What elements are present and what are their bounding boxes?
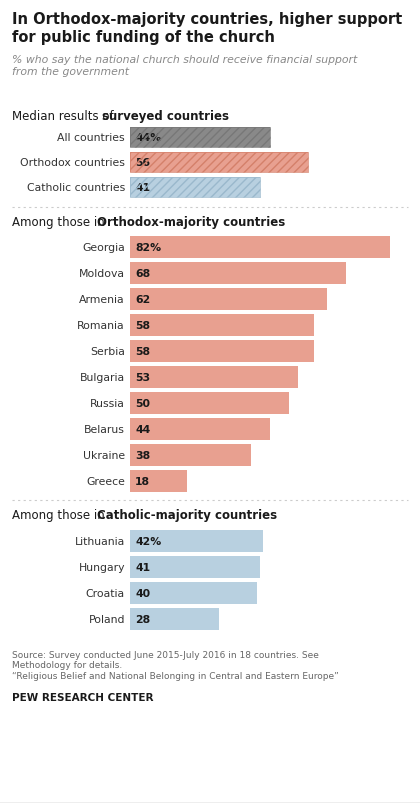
- Text: surveyed countries: surveyed countries: [102, 110, 229, 123]
- Text: Lithuania: Lithuania: [75, 536, 125, 546]
- Text: 41: 41: [135, 183, 150, 193]
- Bar: [130, 237, 391, 259]
- Bar: [130, 128, 270, 148]
- Text: 41: 41: [135, 562, 150, 573]
- Text: 68: 68: [135, 269, 150, 279]
- Text: 28: 28: [135, 614, 150, 624]
- Bar: [130, 340, 314, 362]
- Text: Orthodox countries: Orthodox countries: [20, 158, 125, 168]
- Bar: [130, 315, 314, 336]
- Text: Bulgaria: Bulgaria: [80, 373, 125, 382]
- Text: Georgia: Georgia: [82, 243, 125, 253]
- Text: 58: 58: [135, 320, 150, 331]
- Text: 38: 38: [135, 450, 150, 460]
- Text: Romania: Romania: [77, 320, 125, 331]
- Text: Orthodox-majority countries: Orthodox-majority countries: [97, 216, 285, 229]
- Bar: [130, 153, 308, 173]
- Text: Greece: Greece: [86, 476, 125, 487]
- Text: % who say the national church should receive financial support
from the governme: % who say the national church should rec…: [12, 55, 357, 76]
- Text: Source: Survey conducted June 2015-July 2016 in 18 countries. See
Methodology fo: Source: Survey conducted June 2015-July …: [12, 650, 339, 680]
- Bar: [130, 556, 260, 578]
- Text: In Orthodox-majority countries, higher support: In Orthodox-majority countries, higher s…: [12, 12, 402, 27]
- Bar: [130, 366, 298, 389]
- Text: PEW RESEARCH CENTER: PEW RESEARCH CENTER: [12, 692, 153, 702]
- Text: Median results of: Median results of: [12, 110, 117, 123]
- Bar: [130, 471, 187, 492]
- Text: Ukraine: Ukraine: [83, 450, 125, 460]
- Bar: [130, 582, 257, 604]
- Text: 62: 62: [135, 295, 150, 304]
- Text: 53: 53: [135, 373, 150, 382]
- Bar: [130, 263, 346, 284]
- Bar: [130, 393, 289, 414]
- Text: 44%: 44%: [135, 132, 161, 143]
- Text: All countries: All countries: [58, 132, 125, 143]
- Bar: [130, 608, 219, 630]
- Text: Armenia: Armenia: [79, 295, 125, 304]
- Text: 58: 58: [135, 347, 150, 357]
- Bar: [130, 153, 308, 173]
- Bar: [130, 530, 263, 552]
- Text: 40: 40: [135, 589, 150, 598]
- Text: for public funding of the church: for public funding of the church: [12, 30, 275, 45]
- Text: 56: 56: [135, 158, 150, 168]
- Text: Russia: Russia: [90, 398, 125, 409]
- Text: 42%: 42%: [135, 536, 161, 546]
- Text: Croatia: Croatia: [86, 589, 125, 598]
- Text: Among those in: Among those in: [12, 508, 108, 521]
- Text: Serbia: Serbia: [90, 347, 125, 357]
- Text: Among those in: Among those in: [12, 216, 108, 229]
- Text: 50: 50: [135, 398, 150, 409]
- Bar: [130, 177, 260, 198]
- Text: 82%: 82%: [135, 243, 161, 253]
- Text: Moldova: Moldova: [79, 269, 125, 279]
- Text: Belarus: Belarus: [84, 425, 125, 434]
- Text: Catholic-majority countries: Catholic-majority countries: [97, 508, 277, 521]
- Bar: [130, 418, 270, 441]
- Text: 44: 44: [135, 425, 150, 434]
- Bar: [130, 288, 327, 311]
- Text: 18: 18: [135, 476, 150, 487]
- Bar: [130, 128, 270, 148]
- Bar: [130, 444, 251, 467]
- Bar: [130, 177, 260, 198]
- Text: Hungary: Hungary: [79, 562, 125, 573]
- Text: Poland: Poland: [89, 614, 125, 624]
- Text: Catholic countries: Catholic countries: [27, 183, 125, 193]
